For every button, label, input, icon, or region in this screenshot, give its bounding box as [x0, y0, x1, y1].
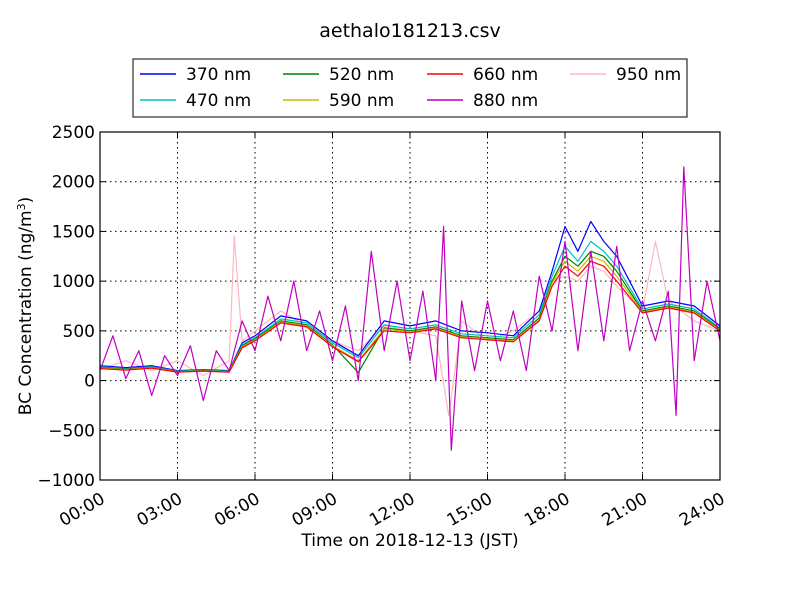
y-axis-label: BC Concentration (ng/m3)	[15, 197, 37, 415]
legend-label: 590 nm	[329, 91, 394, 111]
legend-box	[132, 58, 688, 118]
y-axis-label-main: BC Concentration (ng/m	[16, 210, 36, 415]
series-line-660nm	[99, 260, 721, 373]
series-layer	[99, 166, 721, 451]
y-axis-label-tail: )	[16, 197, 36, 204]
legend-label: 660 nm	[473, 65, 538, 85]
series-line-950nm	[99, 235, 721, 416]
legend-label: 880 nm	[473, 91, 538, 111]
y-axis: −1000 −500 0 500 1000 1500 2000 2500	[37, 123, 720, 491]
y-tick-label: −1000	[37, 471, 95, 491]
y-tick-label: 500	[63, 322, 95, 342]
x-axis-label: Time on 2018-12-13 (JST)	[300, 531, 518, 551]
legend: 370 nm 470 nm 520 nm 590 nm 660 nm 880 nm 950 …	[140, 65, 681, 111]
y-tick-label: 1000	[52, 272, 95, 292]
legend-label: 470 nm	[186, 91, 251, 111]
y-tick-label: −500	[48, 421, 95, 441]
legend-label: 520 nm	[329, 65, 394, 85]
series-line-880nm	[99, 166, 721, 451]
y-axis-label-sup: 3	[15, 203, 28, 210]
y-tick-label: 2500	[52, 123, 95, 143]
y-tick-label: 2000	[52, 173, 95, 193]
y-tick-label: 0	[84, 372, 95, 392]
legend-label: 370 nm	[186, 65, 251, 85]
legend-label: 950 nm	[616, 65, 681, 85]
chart-title: aethalo181213.csv	[319, 20, 501, 42]
y-tick-label: 1500	[52, 222, 95, 242]
